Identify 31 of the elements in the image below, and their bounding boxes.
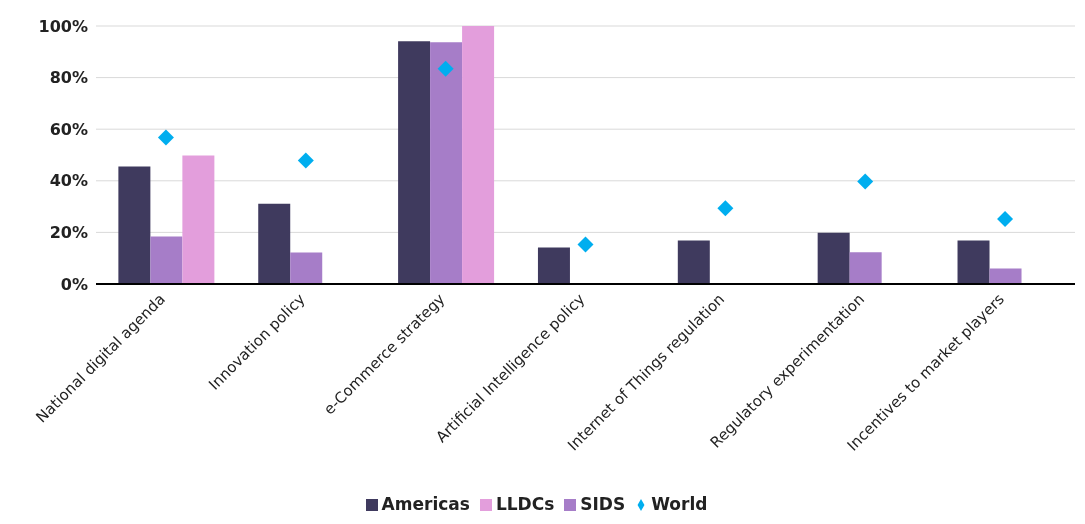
bar [150,236,183,284]
point [437,60,454,77]
y-tick-label: 0% [60,274,88,294]
point [857,173,874,190]
point [577,236,594,253]
bar [258,203,291,284]
bar [989,268,1022,284]
point [997,210,1014,227]
point [157,129,174,146]
bar [398,41,431,284]
bar [849,252,882,284]
bar [118,166,151,284]
bar [537,247,570,284]
bar [290,252,323,284]
y-tick-label: 100% [38,16,88,36]
bar [817,232,850,284]
y-tick-label: 20% [49,223,88,243]
y-tick-label: 60% [49,119,88,139]
bar [182,155,215,284]
bar [430,42,463,284]
bar [462,26,495,284]
point [297,152,314,169]
legend-label: Americas [381,494,470,514]
legend-label: LLDCs [495,494,555,514]
y-tick-label: 40% [49,171,88,191]
point [717,200,734,217]
bar [957,240,990,284]
bar [677,240,710,284]
y-tick-label: 80% [49,68,88,88]
legend-label: World [651,494,708,514]
legend-label: SIDS [580,494,626,514]
